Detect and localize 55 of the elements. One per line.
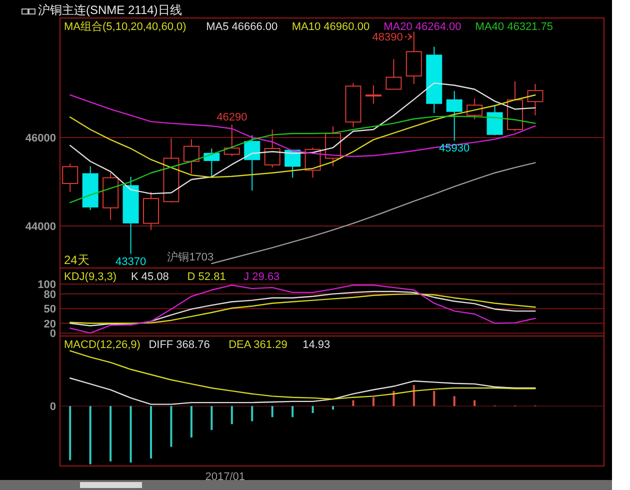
- bar: [392, 390, 395, 406]
- bar: [230, 406, 233, 424]
- text: 2017/01: [205, 471, 246, 483]
- bar: [210, 406, 213, 430]
- bar: [89, 406, 92, 464]
- annotation: 48390: [372, 32, 403, 44]
- text: MA20 46264.00: [384, 21, 462, 33]
- candlestick: [183, 138, 200, 174]
- y-tick-label: 46000: [25, 132, 56, 144]
- annotation: 24天: [64, 253, 90, 267]
- legend-title: KDJ(9,3,3): [64, 271, 117, 283]
- candlestick: [406, 31, 422, 84]
- bar: [372, 397, 374, 406]
- candlestick: [365, 84, 382, 104]
- bar: [332, 406, 334, 410]
- annotation: 45930: [439, 142, 470, 155]
- y-tick-label: 80: [44, 288, 56, 301]
- bar: [130, 406, 132, 463]
- y-tick-label: 100: [38, 279, 56, 292]
- bar: [312, 406, 314, 414]
- annotation: 14.93: [302, 339, 330, 351]
- chart-title: 沪铜主连(SNME 2114)日线: [38, 3, 182, 17]
- text: MA10 46960.00: [292, 21, 370, 33]
- y-tick-label: 50: [44, 304, 56, 316]
- y-tick-label: 20: [44, 318, 56, 330]
- text: D 52.81: [187, 271, 226, 283]
- series-label: 沪铜1703: [167, 250, 214, 264]
- bar: [69, 406, 72, 460]
- bar: [150, 406, 152, 458]
- y-tick-label: 0: [50, 328, 56, 340]
- annotation: 46290: [216, 112, 248, 124]
- text: K 45.08: [131, 271, 169, 283]
- bar: [352, 400, 354, 406]
- text: DIFF 368.76: [148, 339, 210, 351]
- text: MA5 46666.00: [206, 21, 278, 33]
- text: MA40 46321.75: [475, 21, 553, 33]
- bar: [271, 406, 274, 418]
- text: DEA 361.29: [228, 339, 288, 351]
- bar: [292, 406, 294, 418]
- candlestick: [446, 90, 462, 142]
- line-series: [70, 82, 536, 194]
- series-label: J 29.63: [244, 271, 280, 283]
- bar: [190, 406, 192, 438]
- bar: [170, 406, 172, 447]
- line-series: [70, 284, 536, 334]
- bar: [474, 400, 476, 406]
- bar: [453, 396, 456, 406]
- legend-title: MACD(12,26,9): [64, 339, 140, 351]
- annotation: 43370: [115, 256, 146, 268]
- legend-title: MA组合(5,10,20,40,60,0): [64, 20, 186, 33]
- bar: [251, 406, 254, 422]
- bar: [433, 390, 436, 406]
- y-tick-label: 44000: [25, 220, 56, 233]
- bar: [110, 406, 112, 462]
- bar: [412, 385, 415, 406]
